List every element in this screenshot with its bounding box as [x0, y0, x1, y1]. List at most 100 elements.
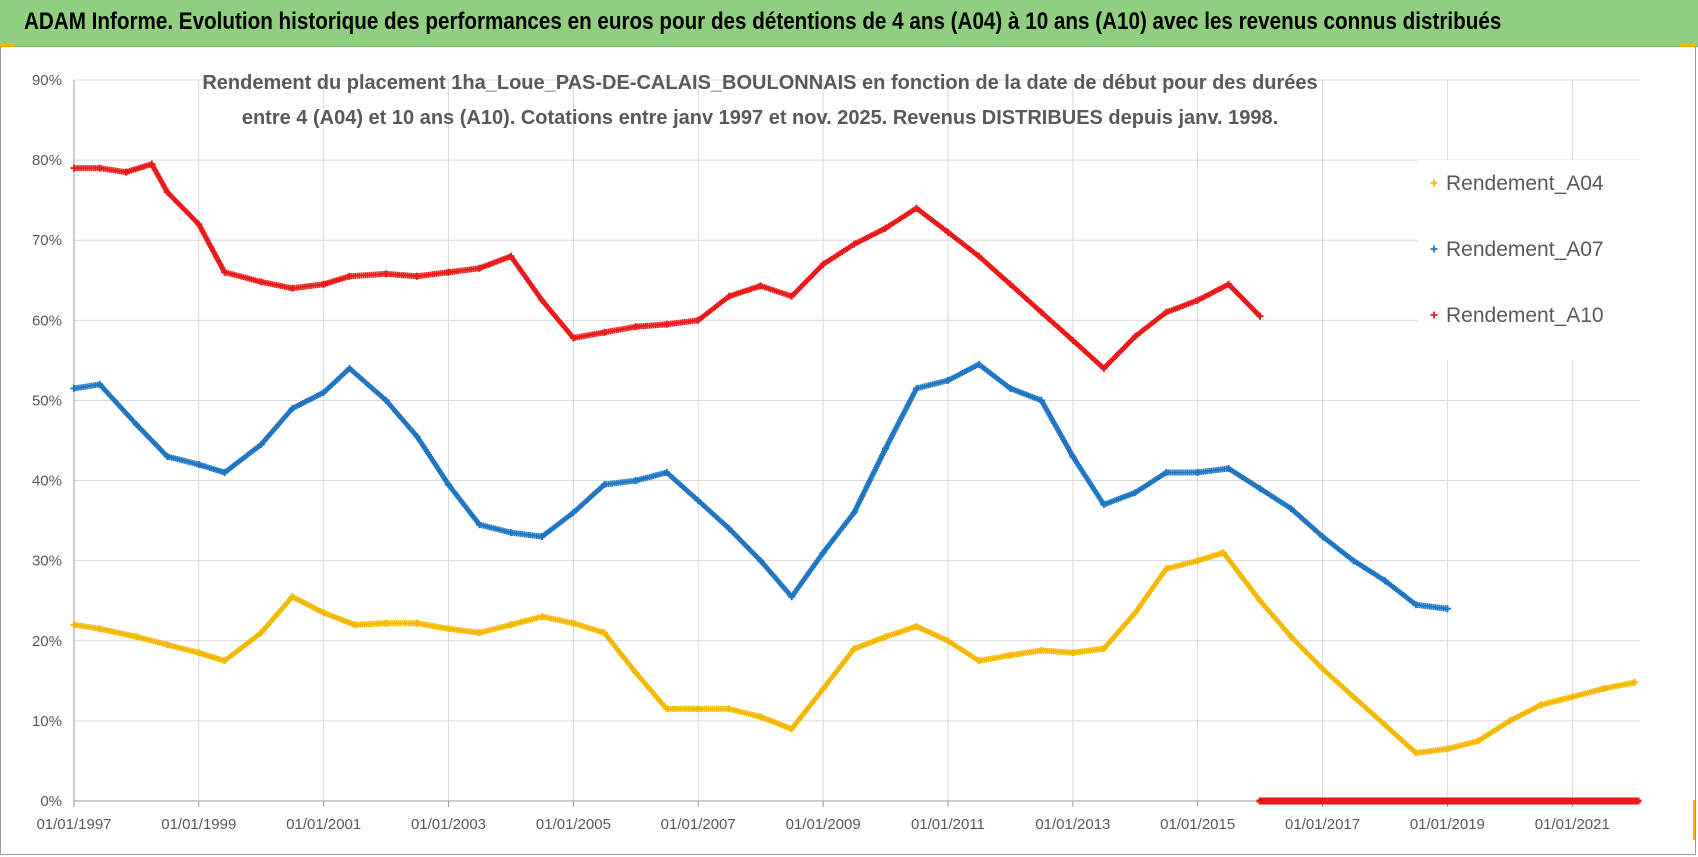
data-point [944, 637, 952, 645]
data-point [320, 388, 328, 396]
data-point [975, 360, 983, 368]
y-tick-label: 20% [32, 633, 62, 650]
data-point [70, 384, 78, 392]
data-point [163, 188, 171, 196]
data-point [221, 469, 229, 476]
data-point [882, 445, 889, 452]
legend-label: Rendement_A04 [1446, 172, 1604, 195]
data-point [913, 384, 920, 392]
data-point [1631, 678, 1639, 686]
x-tick-label: 01/01/1997 [36, 816, 111, 833]
data-point [538, 296, 546, 304]
data-point [1037, 396, 1045, 404]
report-title: ADAM Informe. Evolution historique des p… [24, 8, 1502, 35]
data-point [1381, 721, 1389, 729]
data-point [663, 320, 671, 328]
data-point [1194, 557, 1202, 565]
data-point [70, 164, 78, 172]
data-point [475, 264, 483, 272]
x-tick-label: 01/01/2009 [786, 816, 861, 833]
data-point [1350, 693, 1357, 701]
grid [73, 79, 1640, 802]
data-point [346, 272, 353, 280]
data-point [413, 619, 421, 627]
data-point [1037, 646, 1045, 654]
data-point [788, 593, 796, 601]
data-point [1069, 649, 1077, 657]
data-point [1162, 308, 1170, 316]
data-point [819, 685, 827, 693]
data-point [850, 645, 858, 653]
legend-marker [1430, 311, 1438, 319]
data-point [507, 252, 515, 260]
data-point [475, 629, 483, 637]
x-tick-label: 01/01/2021 [1535, 816, 1610, 833]
data-point [944, 376, 952, 384]
data-point [1037, 308, 1045, 316]
data-point [569, 334, 577, 342]
data-point [163, 453, 171, 460]
data-point [148, 160, 156, 168]
data-point [913, 204, 920, 212]
data-point [221, 657, 229, 665]
y-tick-label: 50% [32, 392, 62, 409]
data-point [538, 533, 546, 541]
data-point [382, 270, 390, 278]
series-layer [70, 160, 1642, 805]
data-point [819, 549, 827, 557]
data-point [600, 481, 608, 489]
data-point [1256, 312, 1264, 320]
data-point [1131, 489, 1139, 497]
y-tick-label: 30% [32, 553, 62, 570]
data-point [694, 316, 702, 324]
y-tick-label: 10% [32, 713, 62, 730]
data-point [725, 525, 733, 533]
series-trail-Rendement_A04 [71, 549, 1638, 756]
x-tick-label: 01/01/2013 [1035, 816, 1110, 833]
data-point [600, 629, 608, 637]
data-point [850, 509, 858, 517]
data-point [195, 649, 203, 657]
data-point [694, 497, 702, 505]
data-point [1537, 701, 1545, 709]
data-point [257, 278, 265, 286]
data-point [1506, 717, 1514, 725]
legend: Rendement_A04 Rendement_A07 Rendement_A10 [1418, 160, 1640, 360]
data-point [70, 621, 78, 629]
data-point [257, 629, 265, 637]
data-point [413, 433, 421, 440]
data-point [1131, 332, 1139, 340]
data-point [944, 228, 952, 236]
corner-mark-top-left [0, 44, 14, 47]
series-Rendement_A04 [70, 549, 1639, 757]
axes: 0% 10% 20% 30% 40% 50% 60% 70% 80% 90% 01/01/1997 0… [32, 72, 1640, 833]
x-tick-label: 01/01/2017 [1285, 816, 1360, 833]
data-point [1100, 501, 1108, 509]
data-point [569, 619, 577, 627]
series-trail-Rendement_A07 [71, 361, 1451, 612]
series-trail-Rendement_A10 [71, 161, 1263, 372]
corner-mark-top-right [1680, 44, 1696, 47]
data-point [195, 220, 203, 228]
data-point [538, 613, 546, 621]
data-point [475, 521, 483, 529]
series-Rendement_A07 [70, 360, 1451, 613]
legend-marker [1430, 179, 1438, 187]
x-tick-label: 01/01/2011 [911, 816, 985, 833]
data-point [1194, 469, 1202, 476]
data-point [257, 441, 265, 448]
data-point [320, 609, 328, 617]
data-point [1225, 280, 1233, 288]
data-point [1412, 601, 1420, 609]
data-point [163, 641, 171, 649]
data-point [288, 405, 296, 412]
data-point [1381, 577, 1389, 585]
data-point [96, 164, 104, 172]
legend-marker [1430, 245, 1438, 253]
x-tick-label: 01/01/2005 [536, 816, 611, 833]
data-point [413, 272, 421, 280]
series-zero-segment-Rendement_A10 [1256, 797, 1642, 805]
data-point [725, 292, 733, 300]
data-point [663, 705, 671, 713]
